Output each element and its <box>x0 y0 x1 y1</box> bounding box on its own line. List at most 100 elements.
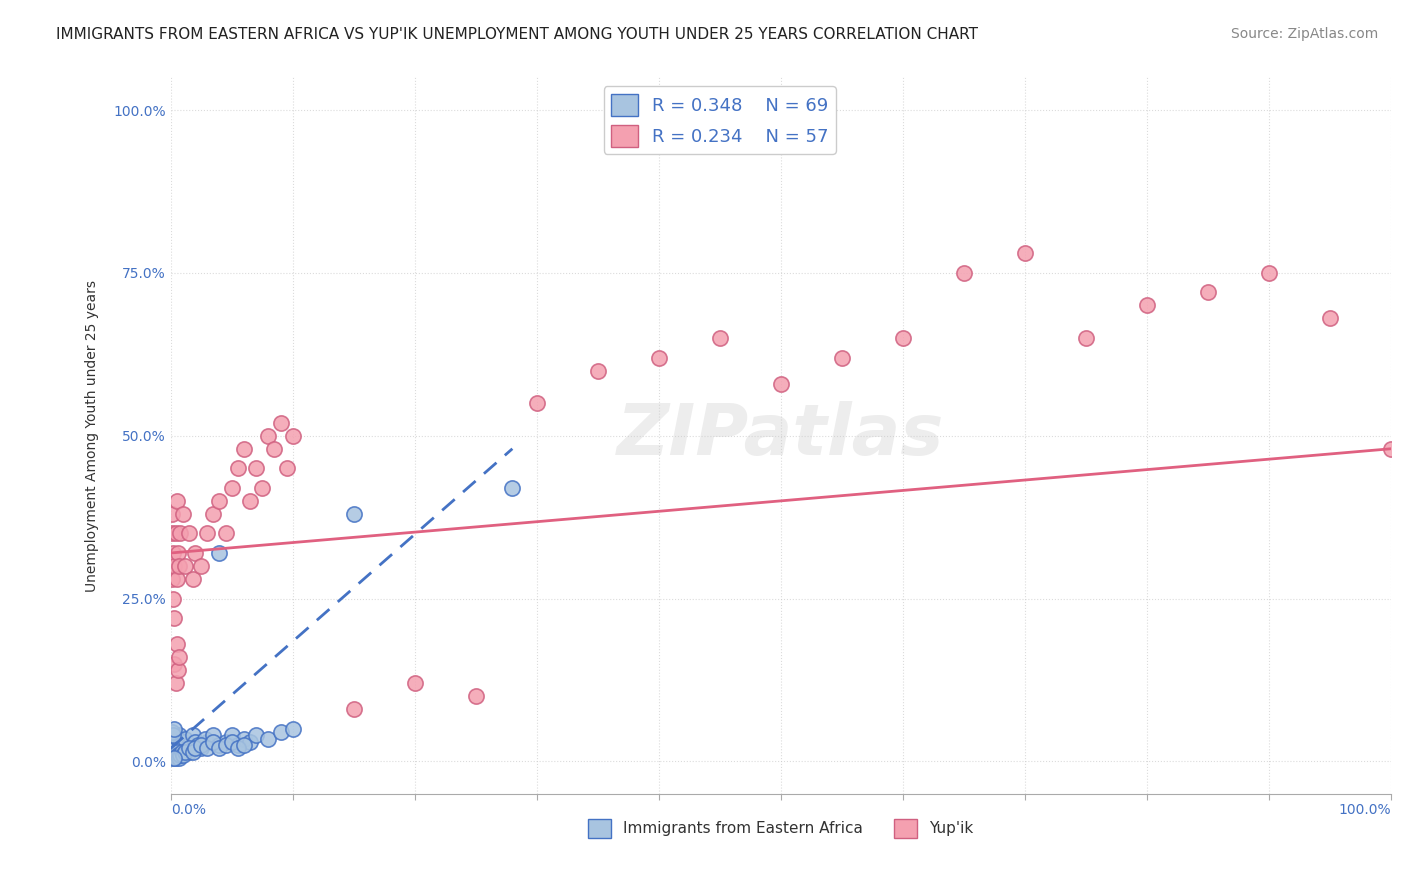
Point <box>194 731 217 746</box>
Point <box>404 676 426 690</box>
Point <box>165 751 187 765</box>
Point <box>1136 298 1159 312</box>
Point <box>195 735 218 749</box>
Point <box>232 442 254 456</box>
Point <box>167 741 190 756</box>
Point <box>163 745 186 759</box>
Point <box>167 751 190 765</box>
Point <box>166 572 188 586</box>
Point <box>526 396 548 410</box>
Point <box>226 741 249 756</box>
Point <box>245 728 267 742</box>
Point <box>769 376 792 391</box>
Point <box>202 728 225 742</box>
Point <box>163 657 186 671</box>
Point <box>221 735 243 749</box>
Point <box>226 738 249 752</box>
Point <box>208 738 231 752</box>
Point <box>831 351 853 365</box>
Point <box>172 747 194 762</box>
Point <box>162 546 184 560</box>
Point <box>162 591 184 606</box>
Point <box>343 507 366 521</box>
Point <box>170 741 193 756</box>
Point <box>172 735 194 749</box>
Point <box>160 507 183 521</box>
Point <box>181 745 204 759</box>
Point <box>162 738 184 752</box>
Point <box>174 741 197 756</box>
Point <box>214 738 236 752</box>
Point <box>1074 331 1097 345</box>
Point <box>214 526 236 541</box>
Point <box>162 728 184 742</box>
Point <box>167 728 190 742</box>
Point <box>239 735 262 749</box>
Text: 0.0%: 0.0% <box>170 803 205 817</box>
Point <box>208 546 231 560</box>
Point <box>270 725 292 739</box>
Point <box>184 735 207 749</box>
Point <box>167 650 190 665</box>
Point <box>281 722 304 736</box>
Point <box>172 745 194 759</box>
Point <box>174 745 197 759</box>
Point <box>181 728 204 742</box>
Point <box>160 741 183 756</box>
Legend: Immigrants from Eastern Africa, Yup'ik: Immigrants from Eastern Africa, Yup'ik <box>582 813 980 844</box>
Point <box>169 747 191 762</box>
Point <box>162 747 184 762</box>
Point <box>165 735 187 749</box>
Point <box>169 738 191 752</box>
Point <box>166 637 188 651</box>
Point <box>270 416 292 430</box>
Text: IMMIGRANTS FROM EASTERN AFRICA VS YUP'IK UNEMPLOYMENT AMONG YOUTH UNDER 25 YEARS: IMMIGRANTS FROM EASTERN AFRICA VS YUP'IK… <box>56 27 979 42</box>
Point <box>464 690 486 704</box>
Text: Source: ZipAtlas.com: Source: ZipAtlas.com <box>1230 27 1378 41</box>
Point <box>202 507 225 521</box>
Point <box>177 745 200 759</box>
Point <box>239 494 262 508</box>
Point <box>177 526 200 541</box>
Point <box>165 526 187 541</box>
Point <box>1258 266 1281 280</box>
Point <box>281 428 304 442</box>
Point <box>276 461 298 475</box>
Point <box>163 559 186 574</box>
Point <box>163 722 186 736</box>
Point <box>190 738 212 752</box>
Point <box>174 559 197 574</box>
Point <box>501 481 523 495</box>
Point <box>1319 311 1341 326</box>
Point <box>195 741 218 756</box>
Point <box>163 611 186 625</box>
Point <box>160 572 183 586</box>
Point <box>184 546 207 560</box>
Point <box>166 494 188 508</box>
Point <box>169 526 191 541</box>
Point <box>257 428 280 442</box>
Point <box>163 751 186 765</box>
Text: ZIPatlas: ZIPatlas <box>617 401 945 470</box>
Point <box>586 363 609 377</box>
Point <box>167 731 190 746</box>
Text: 100.0%: 100.0% <box>1339 803 1391 817</box>
Point <box>162 749 184 764</box>
Point <box>214 735 236 749</box>
Point <box>232 738 254 752</box>
Point <box>1014 246 1036 260</box>
Point <box>232 731 254 746</box>
Point <box>343 702 366 716</box>
Point <box>165 676 187 690</box>
Point <box>208 494 231 508</box>
Point <box>190 559 212 574</box>
Point <box>891 331 914 345</box>
Point <box>165 741 187 756</box>
Point <box>221 481 243 495</box>
Point <box>202 735 225 749</box>
Point <box>160 745 183 759</box>
Point <box>709 331 731 345</box>
Point <box>186 738 208 752</box>
Point <box>190 741 212 756</box>
Point <box>174 731 197 746</box>
